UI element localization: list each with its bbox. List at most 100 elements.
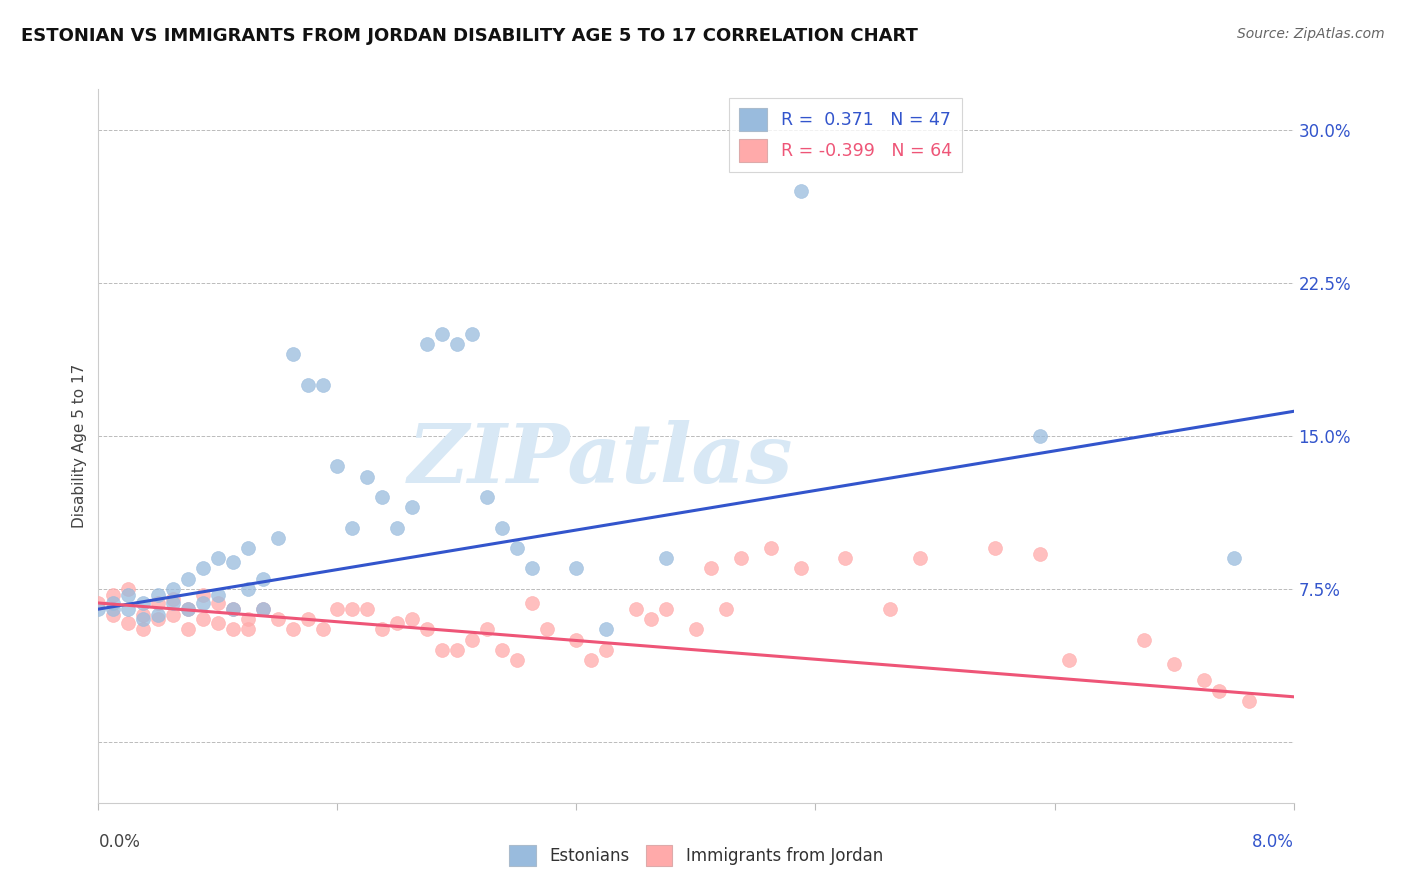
- Point: [117, 582, 139, 596]
- Point: [789, 184, 811, 198]
- Point: [371, 490, 394, 504]
- Point: [222, 555, 245, 569]
- Point: [236, 623, 259, 637]
- Point: [356, 469, 378, 483]
- Point: [714, 602, 737, 616]
- Point: [162, 596, 184, 610]
- Point: [236, 582, 259, 596]
- Point: [536, 623, 558, 637]
- Point: [581, 653, 603, 667]
- Point: [491, 643, 513, 657]
- Point: [267, 612, 290, 626]
- Point: [148, 588, 170, 602]
- Point: [834, 551, 856, 566]
- Legend: Estonians, Immigrants from Jordan: Estonians, Immigrants from Jordan: [502, 838, 890, 873]
- Point: [640, 612, 662, 626]
- Point: [491, 520, 513, 534]
- Point: [655, 551, 678, 566]
- Point: [207, 596, 229, 610]
- Point: [148, 612, 170, 626]
- Point: [252, 572, 274, 586]
- Point: [1208, 683, 1230, 698]
- Point: [191, 561, 214, 575]
- Point: [267, 531, 290, 545]
- Point: [430, 326, 453, 341]
- Point: [103, 602, 125, 616]
- Point: [281, 623, 304, 637]
- Point: [326, 602, 349, 616]
- Point: [446, 643, 468, 657]
- Point: [281, 347, 304, 361]
- Point: [117, 588, 139, 602]
- Point: [162, 582, 184, 596]
- Point: [207, 551, 229, 566]
- Point: [326, 459, 349, 474]
- Point: [371, 623, 394, 637]
- Point: [236, 541, 259, 555]
- Point: [908, 551, 931, 566]
- Point: [236, 612, 259, 626]
- Text: Source: ZipAtlas.com: Source: ZipAtlas.com: [1237, 27, 1385, 41]
- Point: [177, 602, 200, 616]
- Point: [117, 602, 139, 616]
- Point: [132, 608, 155, 623]
- Point: [461, 326, 484, 341]
- Text: ZIPatlas: ZIPatlas: [408, 420, 793, 500]
- Text: 8.0%: 8.0%: [1251, 833, 1294, 851]
- Point: [1059, 653, 1081, 667]
- Point: [385, 520, 409, 534]
- Point: [1028, 547, 1050, 561]
- Point: [252, 602, 274, 616]
- Point: [475, 490, 498, 504]
- Point: [222, 602, 245, 616]
- Point: [879, 602, 901, 616]
- Y-axis label: Disability Age 5 to 17: Disability Age 5 to 17: [72, 364, 87, 528]
- Point: [1133, 632, 1156, 647]
- Point: [311, 623, 333, 637]
- Point: [117, 616, 139, 631]
- Point: [1192, 673, 1215, 688]
- Point: [624, 602, 647, 616]
- Point: [148, 608, 170, 623]
- Point: [177, 623, 200, 637]
- Point: [207, 616, 229, 631]
- Point: [297, 612, 319, 626]
- Point: [103, 596, 125, 610]
- Point: [191, 588, 214, 602]
- Point: [983, 541, 1005, 555]
- Point: [162, 608, 184, 623]
- Point: [416, 623, 439, 637]
- Point: [222, 602, 245, 616]
- Point: [103, 588, 125, 602]
- Point: [207, 588, 229, 602]
- Point: [132, 612, 155, 626]
- Point: [1028, 429, 1050, 443]
- Point: [385, 616, 409, 631]
- Point: [103, 608, 125, 623]
- Point: [1237, 694, 1260, 708]
- Point: [685, 623, 707, 637]
- Point: [475, 623, 498, 637]
- Point: [222, 623, 245, 637]
- Point: [311, 377, 333, 392]
- Point: [132, 623, 155, 637]
- Point: [1222, 551, 1246, 566]
- Point: [789, 561, 811, 575]
- Text: ESTONIAN VS IMMIGRANTS FROM JORDAN DISABILITY AGE 5 TO 17 CORRELATION CHART: ESTONIAN VS IMMIGRANTS FROM JORDAN DISAB…: [21, 27, 918, 45]
- Point: [401, 500, 423, 515]
- Point: [132, 596, 155, 610]
- Point: [700, 561, 723, 575]
- Point: [177, 602, 200, 616]
- Point: [730, 551, 752, 566]
- Point: [565, 632, 588, 647]
- Point: [506, 653, 529, 667]
- Point: [191, 596, 214, 610]
- Point: [595, 623, 617, 637]
- Point: [87, 596, 110, 610]
- Point: [506, 541, 529, 555]
- Point: [416, 337, 439, 351]
- Point: [297, 377, 319, 392]
- Point: [595, 643, 617, 657]
- Point: [1163, 657, 1185, 672]
- Point: [401, 612, 423, 626]
